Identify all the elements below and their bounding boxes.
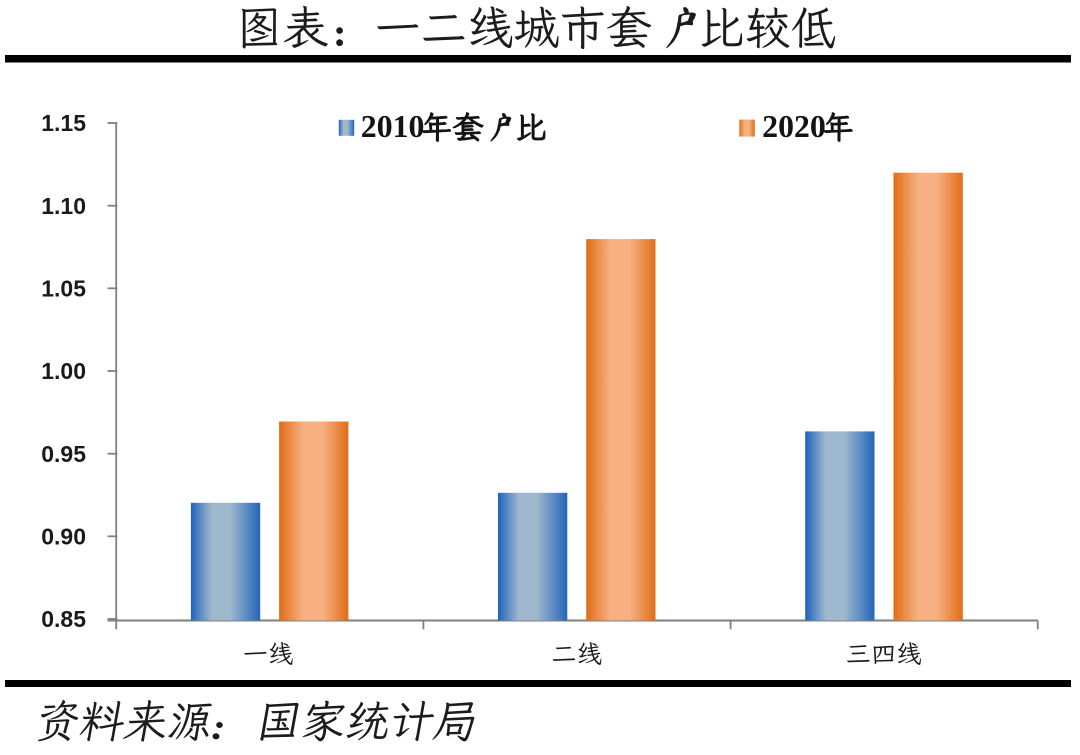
svg-text:1.00: 1.00: [41, 358, 86, 384]
svg-text:1.15: 1.15: [41, 110, 86, 136]
svg-text:0.85: 0.85: [41, 606, 86, 632]
svg-text:0.95: 0.95: [41, 441, 86, 467]
svg-text:0.90: 0.90: [41, 524, 86, 550]
svg-text:1.05: 1.05: [41, 276, 86, 302]
svg-text:1.10: 1.10: [41, 193, 86, 219]
